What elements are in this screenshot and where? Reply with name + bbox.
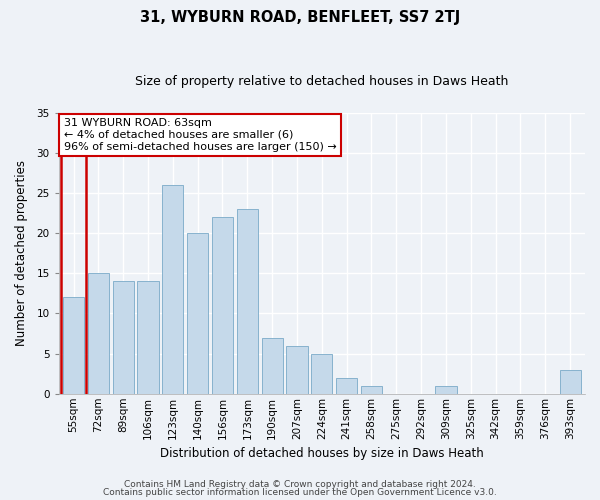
Bar <box>336 378 357 394</box>
Bar <box>212 217 233 394</box>
Bar <box>237 209 258 394</box>
Bar <box>262 338 283 394</box>
Bar <box>88 274 109 394</box>
Text: Contains HM Land Registry data © Crown copyright and database right 2024.: Contains HM Land Registry data © Crown c… <box>124 480 476 489</box>
Title: Size of property relative to detached houses in Daws Heath: Size of property relative to detached ho… <box>135 75 508 88</box>
Bar <box>63 298 84 394</box>
Bar <box>560 370 581 394</box>
Bar <box>436 386 457 394</box>
Bar <box>311 354 332 394</box>
Text: 31 WYBURN ROAD: 63sqm
← 4% of detached houses are smaller (6)
96% of semi-detach: 31 WYBURN ROAD: 63sqm ← 4% of detached h… <box>64 118 337 152</box>
Text: Contains public sector information licensed under the Open Government Licence v3: Contains public sector information licen… <box>103 488 497 497</box>
Bar <box>187 233 208 394</box>
Bar <box>361 386 382 394</box>
Bar <box>137 282 158 394</box>
Y-axis label: Number of detached properties: Number of detached properties <box>15 160 28 346</box>
Bar <box>162 185 184 394</box>
X-axis label: Distribution of detached houses by size in Daws Heath: Distribution of detached houses by size … <box>160 447 484 460</box>
Bar <box>113 282 134 394</box>
Bar <box>286 346 308 394</box>
Text: 31, WYBURN ROAD, BENFLEET, SS7 2TJ: 31, WYBURN ROAD, BENFLEET, SS7 2TJ <box>140 10 460 25</box>
